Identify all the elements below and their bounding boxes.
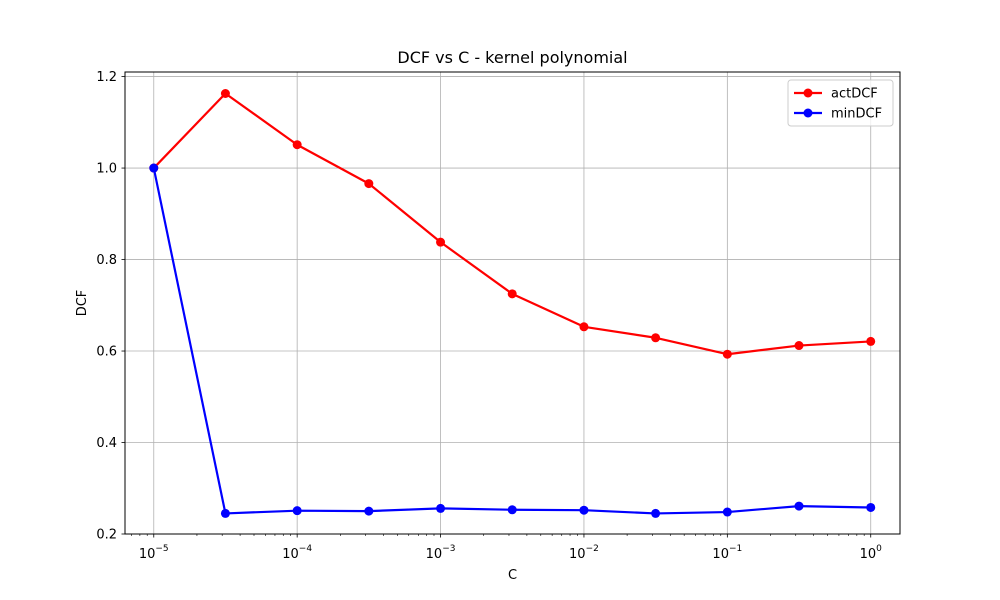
x-tick-exponent: −4	[299, 544, 313, 554]
y-tick-label: 0.6	[96, 345, 117, 360]
x-tick-base: 10	[569, 547, 586, 562]
x-tick-label: 10−4	[282, 544, 312, 562]
minor-ticks	[131, 534, 865, 536]
legend: actDCF minDCF	[787, 79, 894, 127]
actDCF-point	[292, 140, 302, 150]
x-tick-base: 10	[139, 547, 156, 562]
actDCF-point	[507, 289, 517, 299]
legend-swatch-marker	[803, 88, 813, 98]
actDCF-point	[436, 237, 446, 247]
x-tick-labels: 10−5 10−4 10−3 10−2 10−1 100	[139, 544, 882, 562]
actDCF-point	[364, 179, 374, 189]
legend-label: minDCF	[831, 107, 882, 122]
tick-marks	[121, 76, 872, 538]
y-tick-label: 0.2	[96, 528, 117, 543]
minDCF-point	[722, 507, 732, 517]
minDCF-point	[436, 503, 446, 513]
y-tick-labels: 0.2 0.4 0.6 0.8 1.0 1.2	[96, 70, 117, 542]
x-tick-exponent: −2	[586, 544, 599, 554]
legend-item-minDCF: minDCF	[794, 107, 882, 122]
x-axis-label: C	[508, 568, 517, 583]
y-axis-label: DCF	[75, 290, 90, 317]
x-tick-base: 10	[426, 547, 443, 562]
x-tick-exponent: −5	[155, 544, 168, 554]
legend-box	[787, 79, 894, 127]
minDCF-point	[149, 163, 159, 173]
actDCF-point	[794, 341, 804, 351]
actDCF-point	[651, 333, 661, 343]
y-tick-label: 0.8	[96, 253, 117, 268]
series-minDCF	[149, 163, 876, 518]
x-tick-exponent: −3	[442, 544, 455, 554]
legend-item-actDCF: actDCF	[794, 87, 878, 102]
minDCF-point	[651, 508, 661, 518]
actDCF-point	[220, 88, 230, 98]
x-tick-base: 10	[712, 547, 729, 562]
x-tick-label: 10−1	[712, 544, 742, 562]
x-tick-label: 100	[860, 544, 883, 562]
minDCF-point	[866, 502, 876, 512]
x-tick-exponent: 0	[876, 544, 882, 554]
x-tick-label: 10−3	[426, 544, 456, 562]
minDCF-point	[507, 505, 517, 515]
minDCF-point	[220, 508, 230, 518]
y-tick-label: 1.2	[96, 70, 117, 85]
x-tick-base: 10	[282, 547, 299, 562]
x-tick-base: 10	[860, 547, 877, 562]
y-tick-label: 0.4	[96, 436, 117, 451]
series-layer	[149, 88, 876, 518]
y-tick-label: 1.0	[96, 162, 117, 177]
minDCF-point	[292, 506, 302, 516]
legend-label: actDCF	[831, 87, 878, 102]
chart-title: DCF vs C - kernel polynomial	[397, 48, 627, 67]
x-tick-label: 10−2	[569, 544, 599, 562]
actDCF-point	[866, 336, 876, 346]
actDCF-point	[579, 322, 589, 332]
plot-area-frame	[124, 71, 901, 535]
minDCF-point	[364, 506, 374, 516]
legend-swatch-marker	[803, 108, 813, 118]
x-tick-exponent: −1	[729, 544, 742, 554]
x-tick-label: 10−5	[139, 544, 169, 562]
minDCF-point	[794, 501, 804, 511]
actDCF-point	[722, 349, 732, 359]
minDCF-point	[579, 505, 589, 515]
